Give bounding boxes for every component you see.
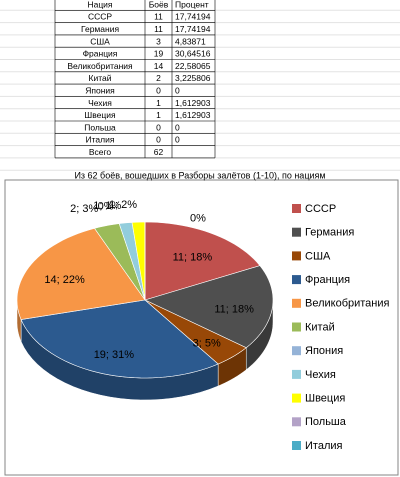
legend-swatch — [292, 346, 301, 356]
legend-label: СССР — [305, 203, 336, 215]
table-cell: Нация — [87, 0, 112, 9]
table-cell: Япония — [85, 86, 115, 96]
table-cell: Боёв — [149, 0, 169, 9]
legend-swatch — [292, 275, 301, 285]
legend-swatch — [292, 298, 301, 308]
legend-label: Швеция — [305, 393, 345, 405]
table-cell: 11 — [154, 12, 163, 22]
table-cell: 2 — [156, 73, 161, 83]
legend-swatch — [292, 204, 301, 213]
table-cell: Процент — [175, 0, 209, 9]
data-label: 0% — [98, 201, 114, 213]
table-cell: Германия — [81, 24, 120, 34]
data-label: 11; 18% — [214, 303, 254, 315]
legend-label: Китай — [305, 321, 335, 333]
legend-swatch — [292, 417, 301, 427]
data-label: 3; 5% — [193, 337, 221, 349]
table-cell: 1 — [156, 110, 161, 120]
legend-label: США — [305, 250, 331, 262]
table-cell: 0 — [175, 86, 180, 96]
pie-slice — [144, 299, 247, 365]
table-cell: СССР — [88, 12, 112, 22]
table-cell: Чехия — [88, 98, 112, 108]
chart-title: Из 62 боёв, вошедших в Разборы залётов (… — [74, 170, 325, 180]
table-cell: 22,58065 — [175, 61, 211, 71]
table-cell: 14 — [154, 61, 164, 71]
table-cell: 19 — [154, 49, 164, 59]
legend-label: Франция — [305, 274, 350, 286]
table-cell: Швеция — [84, 110, 116, 120]
table-cell: 17,74194 — [175, 12, 211, 22]
pie-slice — [144, 265, 274, 349]
legend-label: Великобритания — [305, 298, 390, 310]
table-cell: Италия — [86, 135, 115, 145]
legend-swatch — [292, 227, 301, 237]
table-cell: 62 — [154, 147, 164, 157]
table-cell: 0 — [175, 122, 180, 132]
table-cell: 30,64516 — [175, 49, 211, 59]
table-cell: 0 — [156, 122, 161, 132]
table-cell: 17,74194 — [175, 24, 211, 34]
pie-slice — [94, 223, 146, 301]
legend-label: Германия — [305, 227, 354, 239]
legend-swatch — [292, 393, 301, 403]
table-cell: 1,612903 — [175, 110, 211, 120]
legend-label: Чехия — [305, 369, 336, 381]
table-cell: США — [90, 36, 110, 46]
data-label: 2; 3% — [70, 203, 98, 215]
table-cell: 4,83871 — [175, 36, 206, 46]
table-cell: Великобритания — [67, 61, 133, 71]
table-cell: Франция — [83, 49, 118, 59]
table-cell: 3 — [156, 36, 161, 46]
legend-swatch — [292, 322, 301, 332]
pie-slice — [20, 299, 219, 379]
pie-slice — [16, 227, 146, 320]
table-cell: 0 — [156, 135, 161, 145]
legend-label: Польша — [305, 416, 347, 428]
pie-slice — [144, 221, 261, 301]
data-label: 1; 2% — [109, 199, 137, 211]
legend-swatch — [292, 441, 301, 450]
table-cell: 1 — [156, 98, 161, 108]
data-label: 14; 22% — [44, 274, 85, 286]
data-label: 0% — [190, 213, 206, 225]
legend-label: Япония — [305, 345, 343, 357]
table-cell: 0 — [156, 86, 161, 96]
legend-swatch — [292, 369, 301, 379]
data-label: 19; 31% — [94, 349, 135, 361]
legend-swatch — [292, 251, 301, 261]
data-label: 1; 1% — [93, 200, 121, 212]
table-cell: 0 — [175, 135, 180, 145]
table-cell: 3,225806 — [175, 73, 211, 83]
table-cell: 1,612903 — [175, 98, 211, 108]
table-cell: Китай — [89, 73, 112, 83]
legend-label: Италия — [305, 440, 343, 452]
table-cell: Польша — [84, 122, 116, 132]
table-cell: 11 — [154, 24, 163, 34]
table-cell: Всего — [89, 147, 112, 157]
data-label: 11; 18% — [173, 252, 213, 264]
